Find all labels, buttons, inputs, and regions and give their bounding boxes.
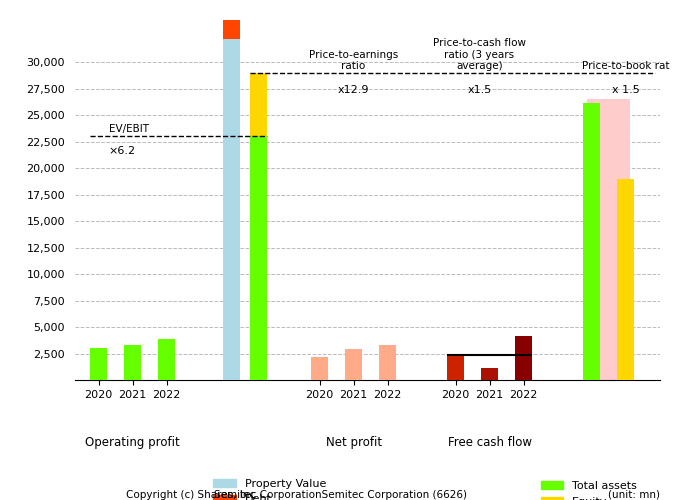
Text: ×6.2: ×6.2 [109,146,136,156]
Text: EV/EBIT: EV/EBIT [109,124,149,134]
Bar [222,18,240,39]
Bar [617,179,634,380]
Text: Free cash flow: Free cash flow [447,436,532,448]
Text: Copyright (c) Shares, Inc: Copyright (c) Shares, Inc [126,490,255,500]
Bar [250,73,267,380]
Bar [222,39,240,380]
Bar [345,350,362,380]
Bar [90,348,107,380]
Bar [311,356,328,380]
Text: Net profit: Net profit [326,436,381,448]
Text: x12.9: x12.9 [338,85,369,95]
Text: Price-to-earnings
ratio: Price-to-earnings ratio [309,50,398,72]
Bar [447,354,464,380]
Legend: Total assets, Equity: Total assets, Equity [537,477,641,500]
Text: x 1.5: x 1.5 [612,85,639,95]
Text: x1.5: x1.5 [467,85,492,95]
Text: Price-to-cash flow
ratio (3 years
average): Price-to-cash flow ratio (3 years averag… [433,38,526,72]
Bar [481,368,498,380]
Text: Price-to-book rat: Price-to-book rat [582,62,669,72]
Bar [515,336,532,380]
Text: Semitec CorporationSemitec Corporation (6626): Semitec CorporationSemitec Corporation (… [214,490,466,500]
Bar [588,100,630,380]
Bar [250,136,267,380]
Text: Operating profit: Operating profit [85,436,180,448]
Bar [583,102,600,380]
Bar [379,345,396,380]
Bar [158,338,175,380]
Bar [124,345,141,380]
Text: (unit: mn): (unit: mn) [608,490,660,500]
